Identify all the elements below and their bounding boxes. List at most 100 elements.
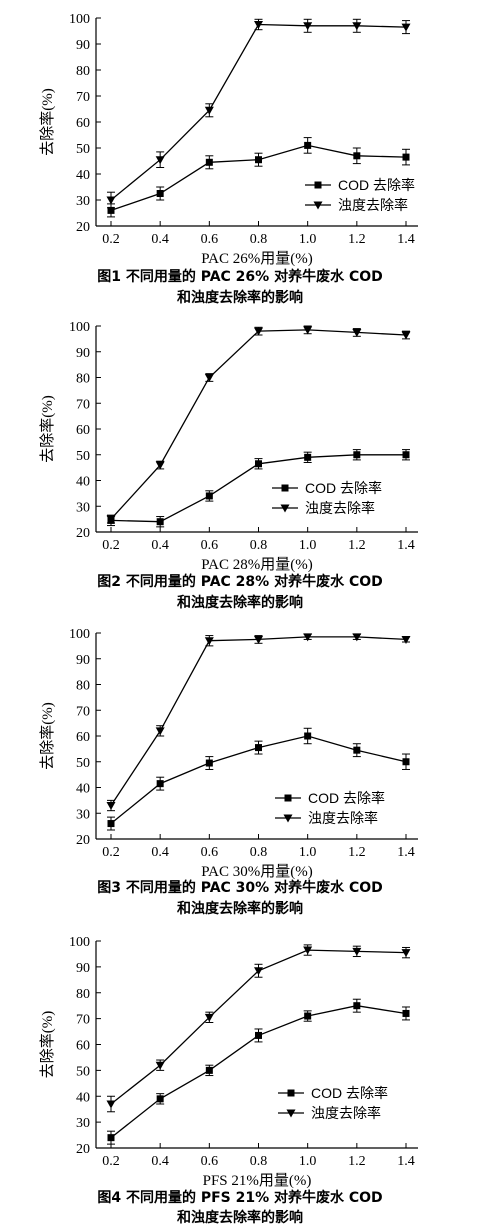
figure-caption-line-2: 和浊度去除率的影响: [177, 1209, 303, 1226]
y-tick-label: 90: [76, 653, 90, 668]
series-line-turbidity: [110, 636, 407, 806]
data-point-cod: [255, 1031, 262, 1039]
y-tick-label: 30: [76, 500, 90, 515]
legend-marker-triangle: [283, 814, 293, 823]
data-point-turbidity: [401, 23, 411, 32]
y-tick-label: 20: [76, 220, 90, 235]
data-point-turbidity: [155, 1061, 165, 1070]
data-point-cod: [255, 744, 262, 752]
y-axis-title: 去除率(%): [39, 395, 56, 463]
x-tick-label: 1.2: [348, 538, 366, 553]
y-tick-label: 80: [76, 679, 90, 694]
chart-panel-2: 20 30 40 50 60 70 80 90 100 0.2 0.4 0.6 0.8 1.0 1.2 1.4…: [39, 320, 418, 611]
y-tick-label: 60: [76, 1039, 90, 1054]
data-point-turbidity: [106, 196, 116, 205]
x-axis-title: PFS 21%用量(%): [203, 1173, 312, 1189]
data-point-cod: [402, 758, 410, 766]
x-tick-label: 0.4: [151, 845, 169, 860]
data-point-turbidity: [204, 374, 214, 382]
x-tick-label: 0.6: [201, 845, 219, 860]
x-tick-label: 0.4: [151, 232, 169, 247]
data-point-cod: [402, 153, 410, 161]
y-tick-label: 30: [76, 194, 90, 209]
y-tick-label: 20: [76, 833, 90, 848]
x-tick-label: 0.2: [102, 1154, 120, 1169]
y-tick-label: 20: [76, 1142, 90, 1157]
legend-marker-square: [281, 484, 289, 492]
legend-label: 浊度去除率: [311, 1105, 381, 1121]
y-tick-label: 90: [76, 38, 90, 53]
legend-label: 浊度去除率: [338, 197, 408, 213]
data-point-cod: [156, 190, 164, 197]
x-tick-label: 1.2: [348, 1154, 366, 1169]
data-point-cod: [205, 759, 213, 767]
data-point-turbidity: [303, 22, 313, 31]
data-point-turbidity: [401, 635, 411, 644]
legend-label: COD 去除率: [308, 790, 385, 806]
x-tick-label: 1.4: [397, 538, 415, 553]
x-tick-label: 1.0: [299, 845, 317, 860]
y-tick-label: 70: [76, 704, 90, 719]
figure-caption-line-1: 图3 不同用量的 PAC 30% 对养牛废水 COD: [97, 879, 383, 896]
y-tick-label: 20: [76, 526, 90, 541]
data-point-cod: [255, 460, 262, 468]
x-tick-label: 1.2: [348, 845, 366, 860]
data-point-turbidity: [254, 967, 263, 976]
data-point-cod: [156, 518, 164, 526]
x-axis-title: PAC 28%用量(%): [201, 557, 313, 573]
data-point-turbidity: [401, 949, 411, 958]
chart-panel-4: 20 30 40 50 60 70 80 90 100 0.2 0.4 0.6 0.8 1.0 1.2 1.4…: [39, 935, 418, 1226]
y-tick-label: 60: [76, 423, 90, 438]
x-tick-label: 0.6: [201, 232, 219, 247]
data-point-cod: [353, 451, 361, 459]
x-tick-label: 1.4: [397, 845, 415, 860]
y-tick-label: 60: [76, 730, 90, 745]
y-tick-label: 90: [76, 346, 90, 361]
y-tick-label: 70: [76, 90, 90, 105]
data-point-cod: [304, 453, 312, 461]
x-tick-label: 1.0: [299, 538, 317, 553]
legend-marker-square: [287, 1089, 295, 1097]
data-point-cod: [353, 746, 361, 754]
data-point-turbidity: [204, 637, 214, 646]
legend-marker-triangle: [313, 201, 323, 210]
y-tick-label: 40: [76, 782, 90, 797]
data-point-cod: [353, 152, 361, 160]
x-tick-label: 0.8: [250, 845, 268, 860]
x-tick-label: 0.8: [250, 538, 268, 553]
x-tick-label: 0.2: [102, 232, 120, 247]
x-tick-label: 0.6: [201, 538, 219, 553]
x-tick-label: 1.0: [299, 1154, 317, 1169]
y-tick-label: 50: [76, 756, 90, 771]
series-line-turbidity: [110, 23, 407, 201]
data-point-cod: [156, 1095, 164, 1103]
data-point-cod: [353, 1002, 361, 1010]
data-point-turbidity: [155, 461, 165, 470]
chart-panel-3: 20 30 40 50 60 70 80 90 100 0.2 0.4 0.6 0.8 1.0 1.2 1.4…: [39, 627, 418, 917]
data-point-cod: [255, 156, 262, 164]
data-point-turbidity: [352, 328, 362, 337]
x-axis-title: PAC 26%用量(%): [201, 251, 313, 267]
x-axis-title: PAC 30%用量(%): [201, 864, 313, 880]
data-point-turbidity: [352, 633, 362, 642]
data-point-turbidity: [303, 633, 313, 642]
x-tick-label: 0.4: [151, 1154, 169, 1169]
y-tick-label: 40: [76, 475, 90, 490]
y-tick-label: 60: [76, 116, 90, 131]
data-point-turbidity: [254, 21, 263, 29]
data-point-turbidity: [352, 947, 362, 956]
data-point-cod: [402, 1009, 410, 1017]
y-tick-label: 100: [69, 12, 90, 27]
x-tick-label: 1.0: [299, 232, 317, 247]
data-point-turbidity: [106, 802, 116, 811]
data-point-cod: [304, 732, 312, 740]
data-point-turbidity: [303, 326, 313, 335]
x-tick-label: 0.2: [102, 845, 120, 860]
x-tick-label: 1.2: [348, 232, 366, 247]
data-point-cod: [304, 141, 312, 149]
